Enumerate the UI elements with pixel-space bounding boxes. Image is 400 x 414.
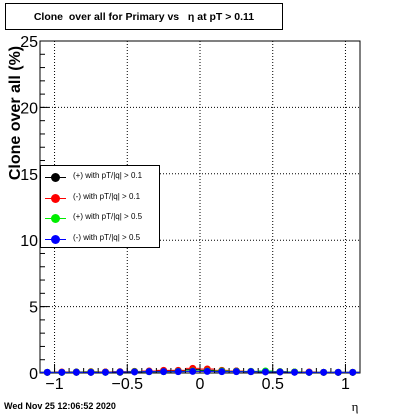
data-series xyxy=(40,364,360,376)
data-point xyxy=(43,368,51,376)
data-point xyxy=(58,368,66,376)
legend-label: (+) with pT/|q| > 0.5 xyxy=(73,212,143,221)
data-point xyxy=(305,368,313,376)
data-point xyxy=(116,368,124,376)
legend-entry: (-) with pT/|q| > 0.1 xyxy=(41,189,161,209)
y-tick-label: 20 xyxy=(20,100,38,117)
data-point xyxy=(145,368,153,376)
data-point xyxy=(160,368,168,376)
x-tick-label: 1 xyxy=(341,376,350,393)
legend-entry: (-) with pT/|q| > 0.5 xyxy=(41,230,161,250)
data-point xyxy=(87,368,95,376)
data-point xyxy=(349,368,357,376)
legend: (+) with pT/|q| > 0.1 (-) with pT/|q| > 0… xyxy=(40,165,160,248)
y-axis-label: Clone over all (%) xyxy=(7,46,24,180)
x-tick-label: 0 xyxy=(196,376,205,393)
data-point xyxy=(101,368,109,376)
timestamp-label: Wed Nov 25 12:06:52 2020 xyxy=(4,401,116,411)
legend-entry: (+) with pT/|q| > 0.1 xyxy=(41,168,161,188)
y-tick-label: 15 xyxy=(20,167,38,184)
x-tick-label: 0.5 xyxy=(262,376,284,393)
grid-lines xyxy=(40,41,360,373)
legend-label: (-) with pT/|q| > 0.5 xyxy=(73,232,141,242)
y-tick-label: 5 xyxy=(29,300,38,317)
x-axis-label: η xyxy=(352,399,359,414)
x-tick-label: −1 xyxy=(45,376,63,393)
y-tick-label: 25 xyxy=(20,34,38,51)
data-point xyxy=(320,368,328,376)
x-tick-label: −0.5 xyxy=(111,376,143,393)
y-tick-label: 0 xyxy=(29,366,38,383)
legend-marker-icon xyxy=(45,173,66,182)
data-point xyxy=(131,368,139,376)
data-point xyxy=(218,368,226,376)
data-point xyxy=(232,368,240,376)
data-point xyxy=(276,368,284,376)
data-point xyxy=(334,368,342,376)
data-point xyxy=(247,368,255,376)
data-point xyxy=(261,368,269,376)
chart-title: Clone over all for Primary vs η at pT > … xyxy=(5,3,283,30)
legend-label: (+) with pT/|q| > 0.1 xyxy=(73,171,143,180)
legend-entry: (+) with pT/|q| > 0.5 xyxy=(41,209,161,229)
y-tick-label: 10 xyxy=(20,233,38,250)
series-4 xyxy=(40,367,360,376)
legend-label: (-) with pT/|q| > 0.1 xyxy=(73,191,141,201)
legend-marker-icon xyxy=(45,214,66,223)
data-point xyxy=(72,368,80,376)
data-point xyxy=(291,368,299,376)
legend-marker-icon xyxy=(45,193,66,203)
data-point xyxy=(174,368,182,376)
data-point xyxy=(203,367,211,375)
legend-marker-icon xyxy=(45,234,66,244)
data-point xyxy=(189,367,197,375)
